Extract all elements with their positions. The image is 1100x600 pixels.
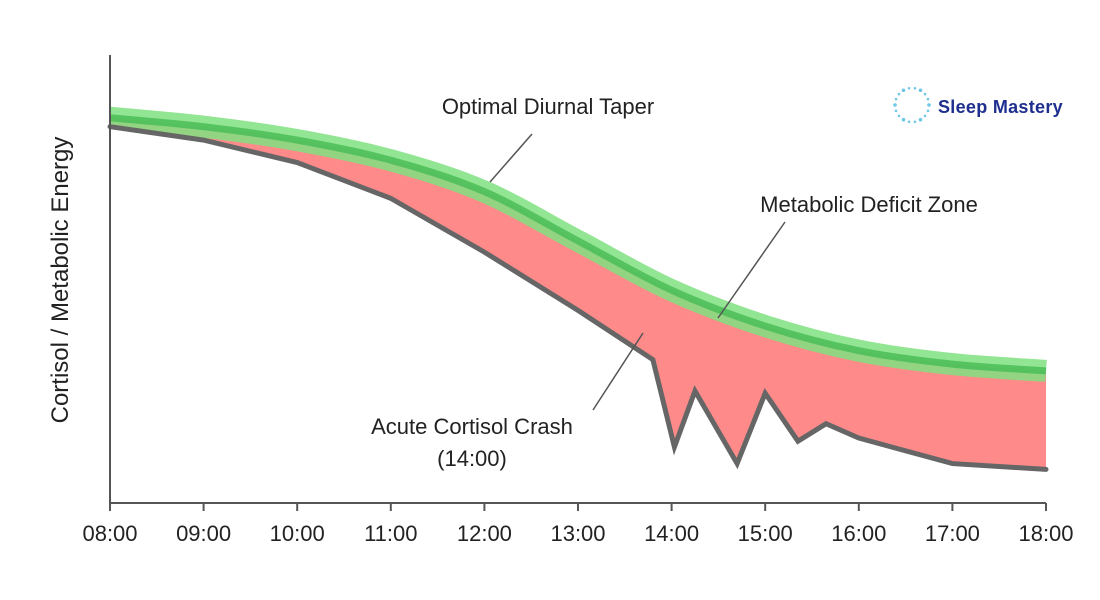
x-tick-label: 13:00	[550, 521, 605, 546]
optimal-line	[109, 114, 1047, 375]
annotation-crash-time: (14:00)	[437, 446, 507, 471]
deficit-pointer-line	[717, 221, 786, 319]
x-tick-label: 16:00	[831, 521, 886, 546]
x-tick-label: 09:00	[176, 521, 231, 546]
x-tick-label: 12:00	[457, 521, 512, 546]
annotation-taper: Optimal Diurnal Taper	[442, 94, 654, 119]
y-axis-label: Cortisol / Metabolic Energy	[47, 137, 74, 424]
dotted-circle-logo-icon	[890, 83, 934, 132]
actual-cortisol-line	[107, 124, 1049, 472]
x-tick-label: 17:00	[925, 521, 980, 546]
taper-pointer-line	[489, 133, 533, 183]
brand-name: Sleep Mastery	[938, 96, 1063, 117]
deficit-zone-area	[110, 117, 1046, 470]
x-tick-label: 08:00	[82, 521, 137, 546]
annotation-deficit: Metabolic Deficit Zone	[760, 192, 978, 217]
brand-logo: Sleep Mastery	[890, 84, 1063, 130]
x-tick-label: 15:00	[738, 521, 793, 546]
crash-pointer-line	[592, 332, 644, 411]
x-tick-label: 18:00	[1018, 521, 1073, 546]
x-ticks: 08:00 09:00 10:00 11:00 12:00 13:00 14:00 15:00…	[82, 503, 1074, 546]
plot-area	[107, 106, 1049, 472]
x-tick-label: 10:00	[270, 521, 325, 546]
annotation-crash: Acute Cortisol Crash	[371, 414, 573, 439]
x-tick-label: 14:00	[644, 521, 699, 546]
x-tick-label: 11:00	[364, 521, 417, 546]
